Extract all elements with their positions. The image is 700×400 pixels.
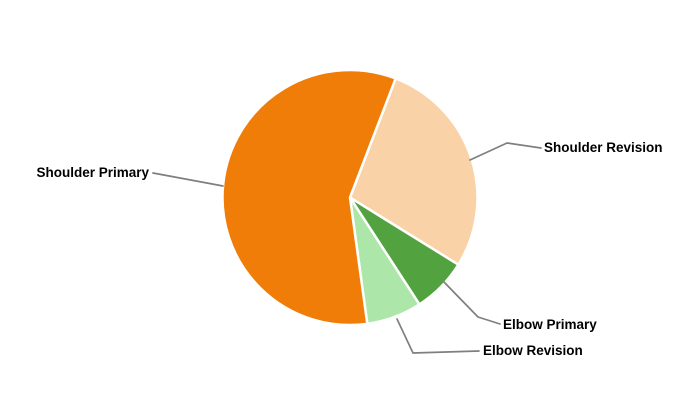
pie-slice-shoulder-revision[interactable]: [348, 77, 479, 266]
pie-slices: [221, 68, 479, 327]
leader-line-shoulder-revision: [469, 142, 542, 161]
pie-slice-shoulder-primary[interactable]: [221, 68, 397, 327]
leader-line-elbow-revision: [396, 318, 480, 354]
slice-labels: Shoulder Primary Shoulder Revision Elbow P…: [36, 140, 662, 358]
leader-lines: [152, 142, 542, 354]
slice-label-shoulder-primary: Shoulder Primary: [36, 165, 149, 180]
slice-label-elbow-revision: Elbow Revision: [483, 343, 583, 358]
slice-label-elbow-primary: Elbow Primary: [503, 317, 597, 332]
leader-line-elbow-primary: [442, 280, 501, 325]
slice-label-shoulder-revision: Shoulder Revision: [544, 140, 663, 155]
leader-line-shoulder-primary: [152, 172, 224, 187]
